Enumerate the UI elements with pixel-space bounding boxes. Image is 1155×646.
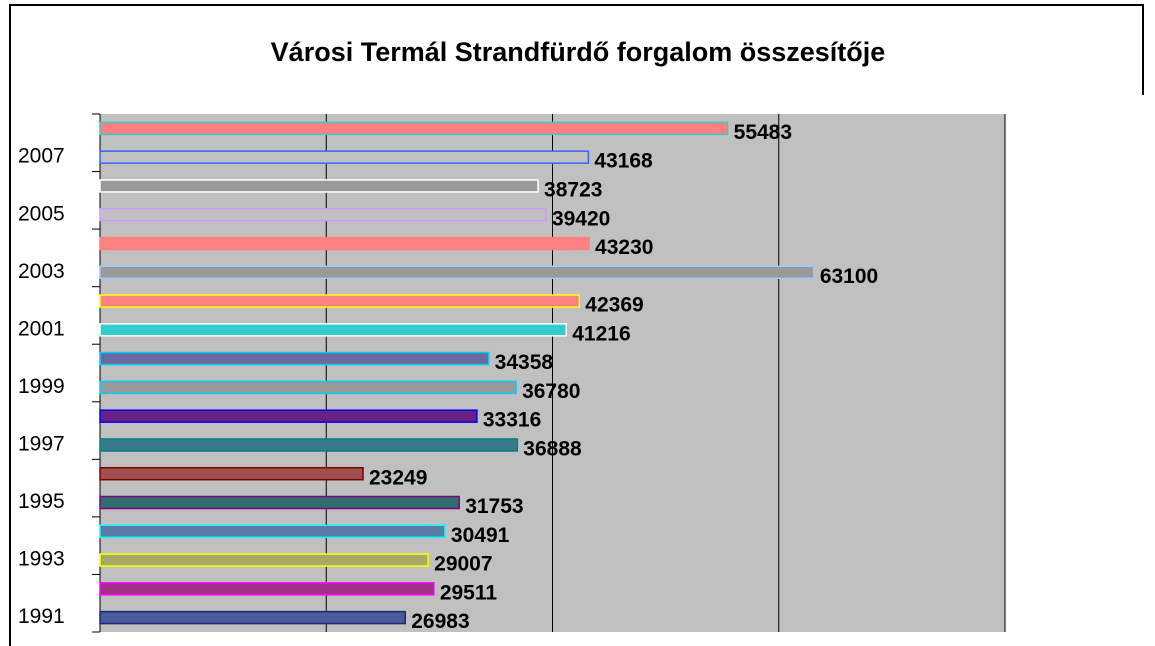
data-label: 36888 <box>523 437 582 460</box>
y-tick-label: 1995 <box>18 490 65 513</box>
data-label: 41216 <box>572 322 630 345</box>
bar <box>99 179 539 193</box>
data-label: 39420 <box>552 207 610 230</box>
bar <box>99 121 729 136</box>
y-tick-label: 2005 <box>18 202 65 225</box>
data-label: 33316 <box>483 409 541 432</box>
data-label: 34358 <box>495 351 554 374</box>
y-tick-label: 1997 <box>18 432 65 455</box>
data-label: 36780 <box>522 380 580 403</box>
data-label: 42369 <box>585 294 643 317</box>
data-label: 29007 <box>434 553 492 576</box>
bar <box>99 150 590 164</box>
data-label: 31753 <box>465 495 523 518</box>
data-label: 26983 <box>411 610 469 633</box>
bar <box>99 553 429 567</box>
frame <box>9 4 1144 646</box>
bar <box>99 294 581 308</box>
y-tick-label: 2001 <box>18 317 65 340</box>
bar <box>99 409 478 423</box>
data-label: 38723 <box>544 178 602 201</box>
bar <box>99 236 590 251</box>
data-label: 43168 <box>594 150 653 173</box>
bar <box>99 466 364 481</box>
bar <box>99 582 435 596</box>
data-label: 23249 <box>369 466 427 489</box>
data-label: 30491 <box>451 524 510 547</box>
bar <box>99 380 517 395</box>
chart-title: Városi Termál Strandfürdő forgalom össze… <box>271 37 886 67</box>
y-tick-label: 2007 <box>18 145 65 168</box>
bar <box>99 265 815 280</box>
bar <box>99 495 460 510</box>
bar <box>99 323 568 337</box>
data-label: 55483 <box>734 121 792 144</box>
y-tick-label: 1991 <box>18 605 65 628</box>
data-label: 43230 <box>595 236 653 259</box>
data-label: 63100 <box>820 265 878 288</box>
y-tick-label: 1993 <box>18 548 65 571</box>
y-tick-label: 1999 <box>18 375 65 398</box>
bar <box>99 351 490 366</box>
bar <box>99 524 446 539</box>
bar <box>99 438 519 452</box>
bar <box>99 610 406 625</box>
y-tick-label: 2003 <box>18 260 65 283</box>
data-label: 29511 <box>440 581 498 604</box>
bar <box>99 207 547 222</box>
